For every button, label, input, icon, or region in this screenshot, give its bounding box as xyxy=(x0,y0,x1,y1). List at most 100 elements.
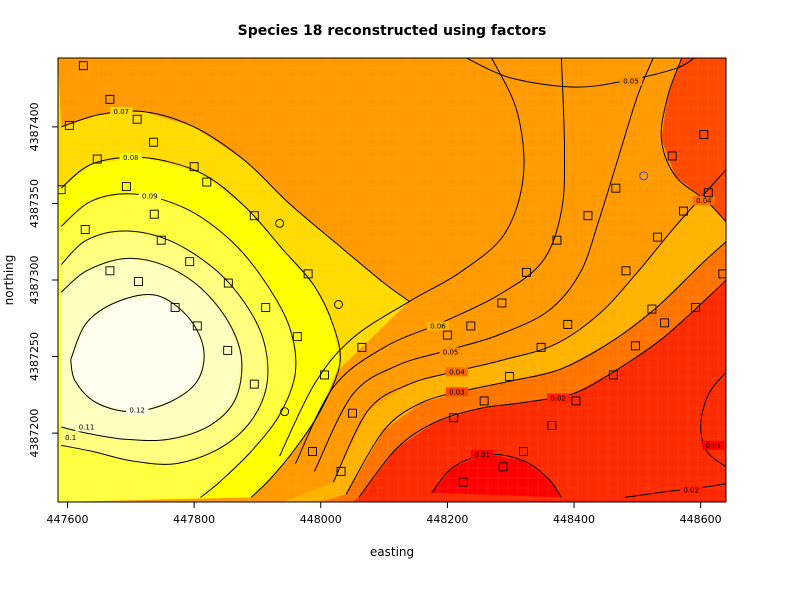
sample-point-square xyxy=(621,266,631,276)
contour-label-bg xyxy=(471,450,494,460)
sample-point-square xyxy=(552,235,562,245)
contour-label: 0.1 xyxy=(65,434,76,442)
contour-line-0.08 xyxy=(60,156,341,498)
y-tick-label: 4387400 xyxy=(28,102,41,151)
sample-point-square xyxy=(667,151,677,161)
contour-line-0.12 xyxy=(70,294,205,413)
sample-point-square xyxy=(571,396,581,406)
sample-point-square xyxy=(442,330,452,340)
contour-lines: 0.12 0.110.1 0.09 0.08 0.07 0.06 0.05 0.04 0.03 0… xyxy=(60,58,726,498)
x-tick-label: 448600 xyxy=(680,513,722,526)
contour-line-0.03 xyxy=(345,241,726,495)
heat-band-0.02 xyxy=(352,280,726,502)
x-tick-label: 447800 xyxy=(173,513,215,526)
contour-line-0.07 xyxy=(279,58,525,457)
sample-point-square xyxy=(156,235,166,245)
sample-point-square xyxy=(536,342,546,352)
sample-point-square xyxy=(121,182,131,192)
sample-point-square xyxy=(449,413,459,423)
sample-point-square xyxy=(718,269,726,279)
sample-point-square xyxy=(149,137,159,147)
sample-point-square xyxy=(466,321,476,331)
sample-point-square xyxy=(498,462,508,472)
contour-label: 0.04 xyxy=(449,368,465,376)
sample-point-circle xyxy=(275,218,285,228)
contour-label-bg xyxy=(61,433,80,443)
contour-label-bg xyxy=(110,107,133,117)
contour-label: 0.03 xyxy=(449,388,465,396)
contour-label: 0.09 xyxy=(142,192,158,200)
heat-band-upper-right xyxy=(661,58,726,222)
sample-point-square xyxy=(303,269,313,279)
sample-point-square xyxy=(479,396,489,406)
y-tick-label: 4387300 xyxy=(28,256,41,305)
sample-point-square xyxy=(320,370,330,380)
x-tick-label: 448000 xyxy=(300,513,342,526)
sample-point-square xyxy=(583,211,593,221)
sample-point-square xyxy=(189,162,199,172)
sample-point-square xyxy=(458,477,468,487)
sample-point-square xyxy=(58,185,66,195)
contour-line-0.01 xyxy=(700,371,726,468)
contour-label: 0.04 xyxy=(696,197,712,205)
y-axis: 4387200 4387250 4387300 4387350 4387400 xyxy=(28,102,58,458)
contour-label-bg xyxy=(692,195,716,205)
contour-label-bg xyxy=(445,367,469,377)
sample-point-square xyxy=(105,266,115,276)
contour-label: 0.11 xyxy=(79,423,95,431)
sample-point-square xyxy=(92,154,102,164)
contour-label-bg xyxy=(125,405,149,415)
contour-label: 0.02 xyxy=(550,394,566,402)
contour-label: 0.08 xyxy=(123,154,139,162)
y-tick-label: 4387250 xyxy=(28,332,41,381)
chart-title: Species 18 reconstructed using factors xyxy=(238,23,547,39)
y-tick-label: 4387350 xyxy=(28,179,41,228)
sample-point-square xyxy=(78,61,88,71)
contour-line-0.06 xyxy=(294,58,566,464)
sample-point-square xyxy=(132,114,142,124)
contour-label-bg xyxy=(547,393,570,403)
x-tick-label: 448200 xyxy=(426,513,468,526)
sample-point-square xyxy=(64,120,74,130)
contour-label-bg xyxy=(679,485,703,495)
sample-point-circle xyxy=(334,300,343,309)
contour-label-bg xyxy=(439,347,462,357)
sample-point-square xyxy=(249,379,259,389)
contour-label-bg xyxy=(445,387,469,397)
sample-point-square xyxy=(691,303,701,313)
contour-label: 0.01 xyxy=(474,451,490,459)
sample-point-square xyxy=(223,278,233,288)
contour-line-0.10 xyxy=(60,230,269,465)
sample-point-square xyxy=(608,370,618,380)
sample-point-circle xyxy=(280,407,290,417)
contour-line-0.05 xyxy=(313,58,654,472)
sample-point-square xyxy=(292,332,302,342)
contour-label: 0.06 xyxy=(430,322,446,330)
sample-point-square xyxy=(80,225,90,234)
contour-line-0.04 xyxy=(332,169,726,483)
sample-point-square xyxy=(631,341,640,351)
contour-label-bg xyxy=(619,76,643,86)
sample-point-square xyxy=(347,408,357,418)
sample-point-square xyxy=(192,321,202,331)
contour-label-bg xyxy=(75,422,98,432)
contour-label: 0.05 xyxy=(443,348,459,356)
heat-band-0.12 xyxy=(70,295,204,412)
sample-point-square xyxy=(308,447,317,456)
heatmap-surface xyxy=(58,58,726,502)
contour-label: 0.02 xyxy=(683,486,699,494)
contour-label-bg xyxy=(119,153,143,163)
sample-point-square xyxy=(563,319,573,329)
x-axis: 447600 447800 448000 448200 448400 448600 xyxy=(46,502,722,526)
contour-label: 0.01 xyxy=(706,442,722,450)
contour-label-bg xyxy=(702,440,725,450)
sample-point-circle xyxy=(639,171,649,181)
sample-point-square xyxy=(497,298,507,308)
sample-point-square xyxy=(202,177,212,187)
x-tick-label: 447600 xyxy=(46,513,88,526)
sample-point-square xyxy=(133,277,143,286)
contour-label-bg xyxy=(426,321,450,331)
contour-label: 0.12 xyxy=(129,407,145,415)
x-tick-label: 448400 xyxy=(553,513,595,526)
